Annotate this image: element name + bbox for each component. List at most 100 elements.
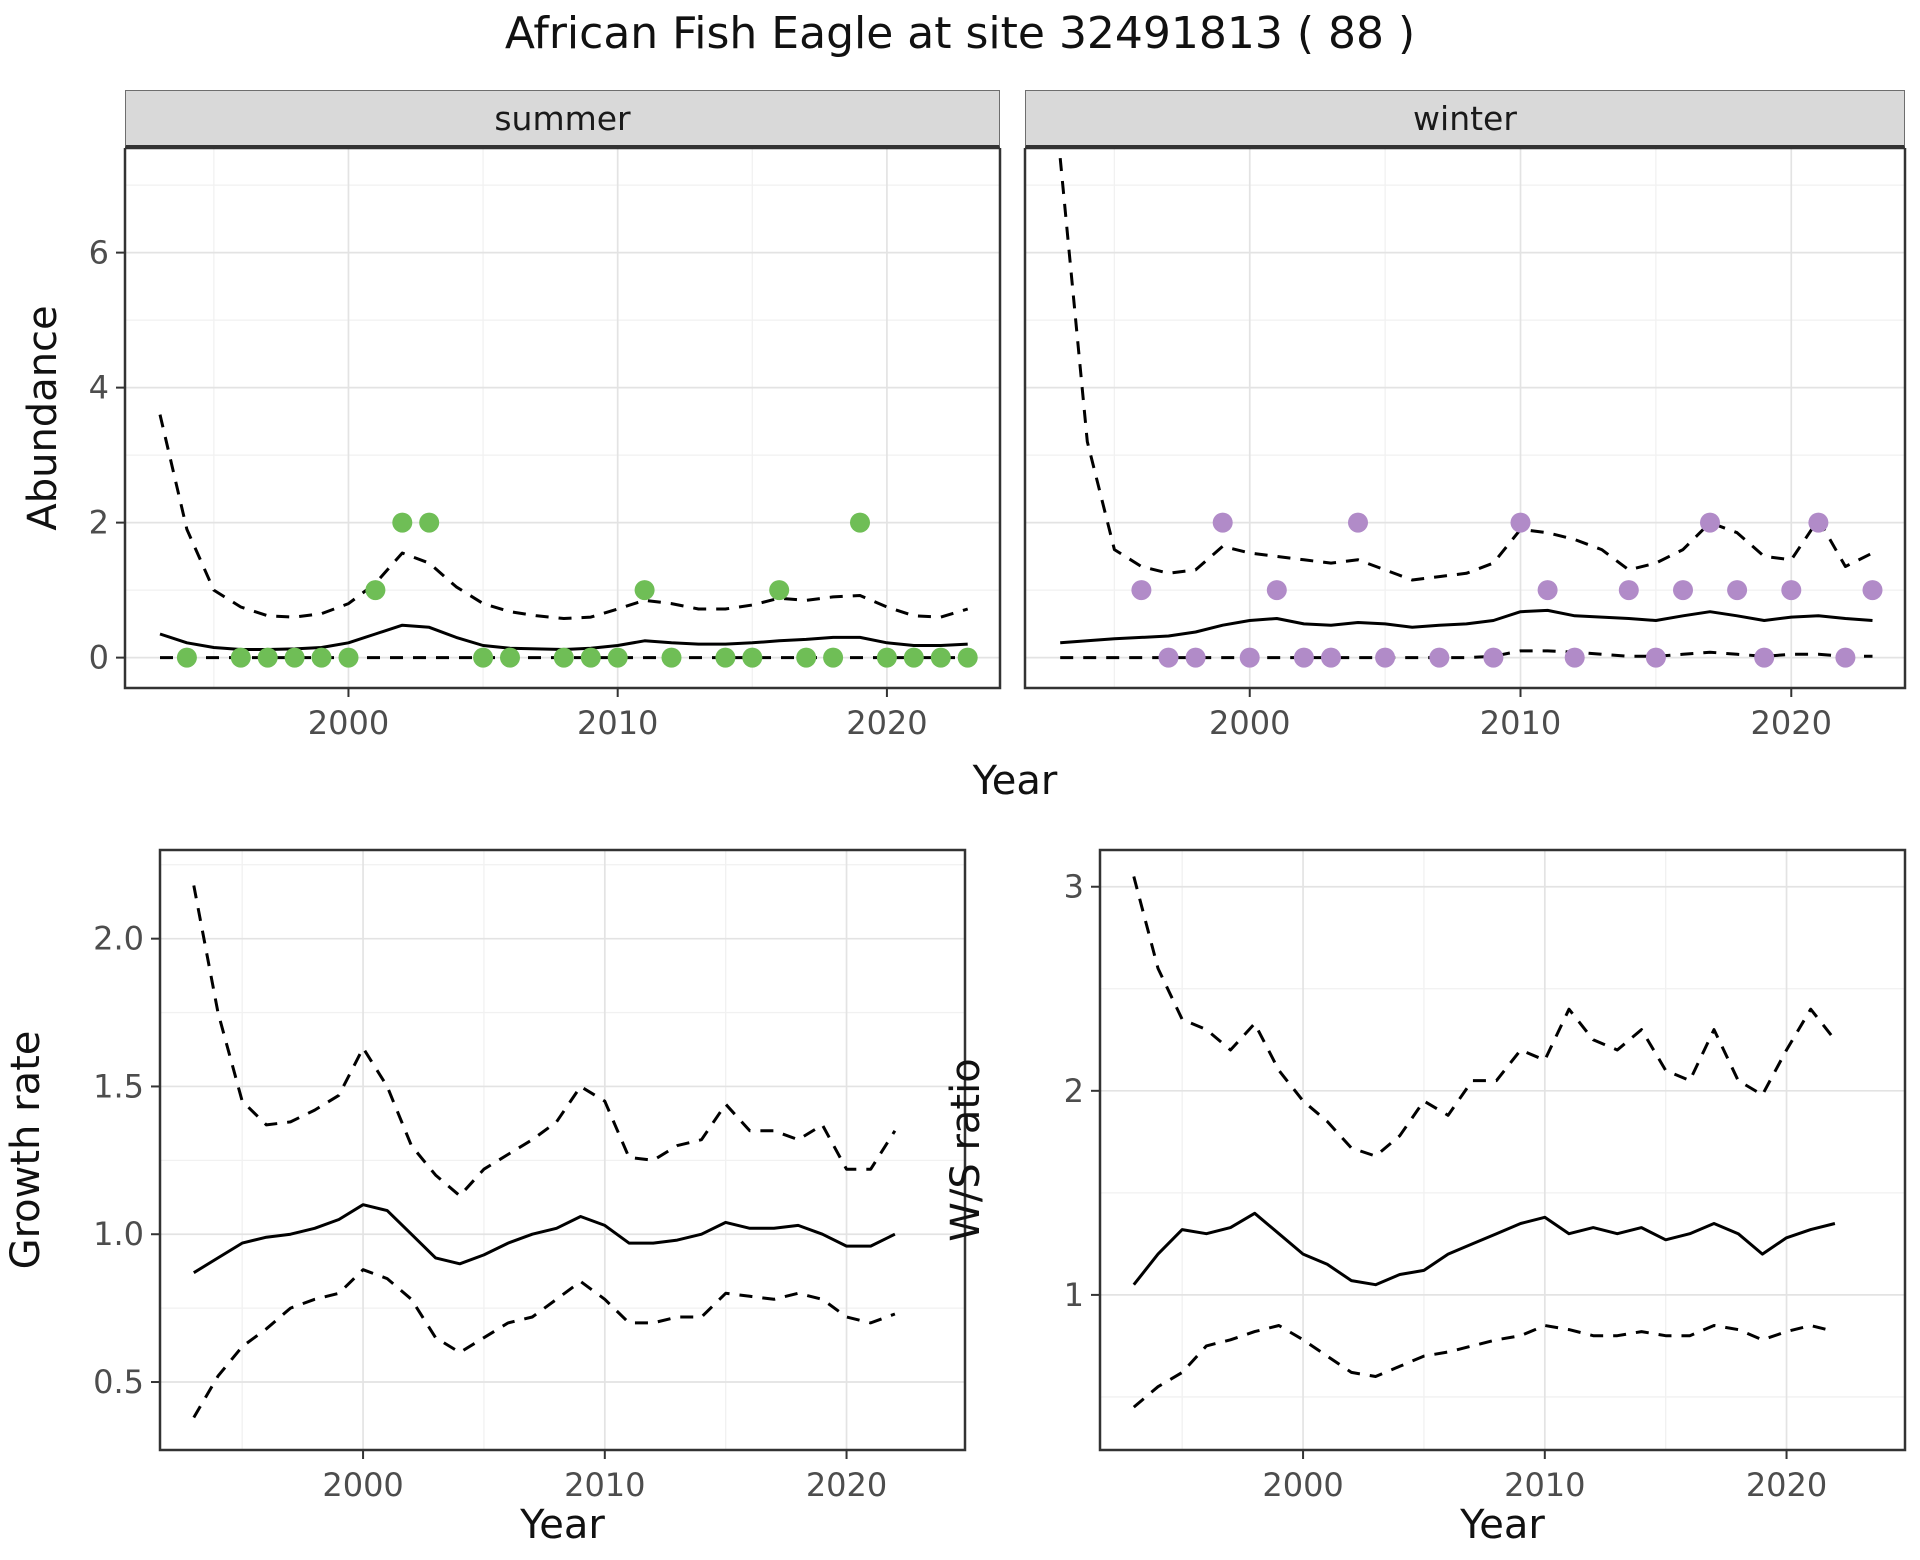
data-point	[1564, 647, 1585, 668]
data-point	[1185, 647, 1206, 668]
panel-background	[125, 148, 1000, 688]
data-point	[661, 647, 682, 668]
data-point	[1510, 512, 1531, 533]
summer-abundance-chart: 2000 2010 2020 0 2 4 6	[89, 148, 1002, 742]
series-mean-line	[1060, 608, 1873, 645]
x-tick-label: 2010	[1480, 704, 1561, 742]
data-point	[850, 512, 870, 533]
data-point	[230, 647, 251, 668]
data-point	[311, 647, 332, 668]
facet-strip-summer-label: summer	[494, 98, 631, 138]
y-tick-label: 6	[89, 234, 109, 272]
y-tick-label: 1.5	[93, 1067, 144, 1105]
data-point	[930, 647, 951, 668]
series-upper_ci-line	[158, 414, 969, 620]
series-mean-line	[193, 1203, 896, 1274]
y-tick-label: 2	[89, 504, 109, 542]
data-point	[607, 647, 628, 668]
data-point	[1673, 580, 1693, 601]
panel-border	[1023, 148, 1907, 690]
data-point	[796, 647, 817, 668]
x-tick-label: 2000	[322, 1466, 403, 1504]
data-point	[823, 647, 844, 668]
series-upper_ci-line	[1058, 157, 1874, 582]
y-tick-label: 2.0	[93, 920, 144, 958]
data-point	[1483, 647, 1504, 668]
data-point	[553, 647, 574, 668]
ws-ratio-chart: 2000 2010 2020 1 2 3	[1064, 848, 1907, 1504]
data-point	[1266, 580, 1287, 601]
x-tick-label: 2000	[1209, 704, 1290, 742]
facet-strip-winter-label: winter	[1413, 98, 1517, 138]
series-upper_ci-line	[192, 885, 897, 1198]
data-point	[903, 647, 924, 668]
data-point	[1293, 647, 1314, 668]
chart-title: African Fish Eagle at site 32491813 ( 88…	[504, 8, 1416, 59]
data-point	[176, 647, 197, 668]
data-point	[742, 647, 763, 668]
series-upper_ci-line	[1132, 876, 1837, 1158]
data-point	[715, 647, 736, 668]
x-tick-label: 2020	[1746, 1466, 1827, 1504]
data-point	[1321, 647, 1341, 668]
data-point	[1618, 580, 1639, 601]
year-axis-label-bottom-left: Year	[520, 1502, 605, 1548]
y-tick-label: 0	[89, 639, 109, 677]
data-point	[500, 647, 520, 668]
data-point	[392, 512, 413, 533]
data-point	[634, 580, 655, 601]
data-point	[769, 580, 790, 601]
growth-rate-chart: 2000 2010 2020 0.5 1.0 1.5 2.0	[93, 848, 967, 1504]
y-tick-label: 1.0	[93, 1215, 144, 1253]
data-point	[580, 647, 601, 668]
y-tick-label: 0.5	[93, 1363, 144, 1401]
data-point	[284, 647, 305, 668]
facet-strip-summer: summer	[125, 90, 1000, 148]
x-tick-label: 2010	[1504, 1466, 1585, 1504]
data-point	[1645, 647, 1666, 668]
y-tick-label: 1	[1064, 1276, 1084, 1314]
data-point	[1754, 647, 1775, 668]
data-point	[1727, 580, 1748, 601]
facet-strip-winter: winter	[1025, 90, 1905, 148]
data-point	[1700, 512, 1720, 533]
x-tick-label: 2000	[308, 704, 389, 742]
panel-background	[1025, 148, 1905, 688]
growth-rate-axis-label: Growth rate	[3, 1030, 49, 1270]
data-point	[1348, 512, 1368, 533]
data-point	[1239, 647, 1260, 668]
series-lower_ci-line	[192, 1268, 896, 1419]
x-tick-label: 2020	[806, 1466, 887, 1504]
data-point	[419, 512, 440, 533]
data-point	[1212, 512, 1233, 533]
ws-ratio-axis-label: W/S ratio	[943, 1058, 989, 1242]
panel-border	[1098, 848, 1907, 1452]
data-point	[1429, 647, 1450, 668]
year-axis-label-top: Year	[972, 758, 1058, 804]
y-tick-label: 4	[89, 369, 109, 407]
series-lower_ci-line	[1132, 1324, 1836, 1409]
series-lower_ci-line	[1060, 649, 1873, 660]
data-point	[365, 580, 386, 601]
data-point	[957, 647, 978, 668]
data-point	[1808, 512, 1829, 533]
winter-abundance-chart: 2000 2010 2020	[1023, 148, 1907, 742]
data-point	[1835, 647, 1856, 668]
data-point	[338, 647, 359, 668]
x-tick-label: 2020	[846, 704, 927, 742]
panel-background	[160, 850, 965, 1450]
data-point	[473, 647, 494, 668]
y-tick-label: 2	[1064, 1072, 1084, 1110]
series-mean-line	[1132, 1211, 1836, 1287]
data-point	[876, 647, 897, 668]
data-point	[1158, 647, 1179, 668]
data-point	[1375, 647, 1396, 668]
x-tick-label: 2010	[577, 704, 658, 742]
data-point	[1781, 580, 1802, 601]
y-tick-label: 3	[1064, 868, 1084, 906]
data-point	[1862, 580, 1883, 601]
data-point	[257, 647, 278, 668]
panel-border	[158, 848, 967, 1452]
year-axis-label-bottom-right: Year	[1460, 1502, 1545, 1548]
